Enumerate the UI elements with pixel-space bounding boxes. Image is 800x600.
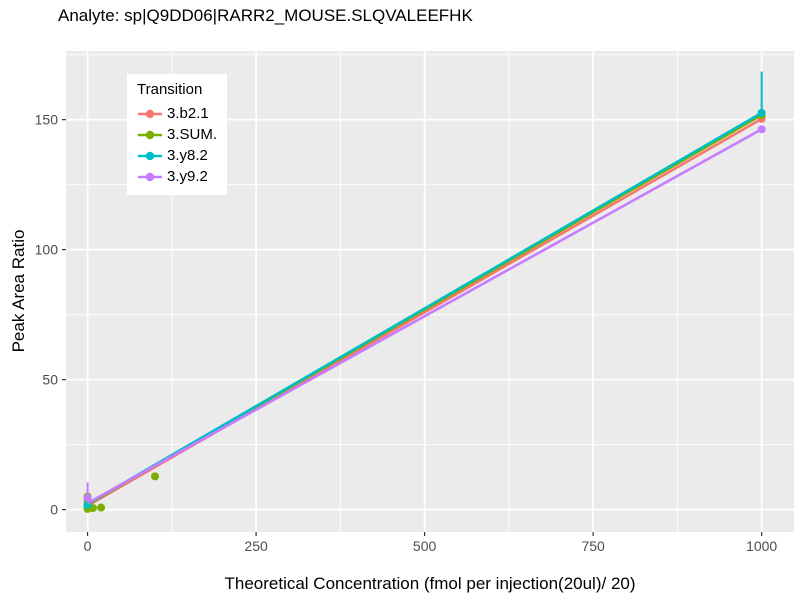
- legend-item-label: 3.y8.2: [167, 147, 208, 164]
- legend-key-icon: [138, 130, 162, 139]
- legend-item: 3.y8.2: [137, 145, 217, 166]
- x-tick-label: 750: [581, 538, 605, 554]
- x-axis-title: Theoretical Concentration (fmol per inje…: [224, 574, 636, 593]
- legend-key-icon: [138, 172, 162, 181]
- series-line-3.y8.2: [86, 111, 763, 506]
- legend: Transition 3.b2.1 3.SUM. 3.y8.2 3.y9.2: [127, 74, 228, 195]
- legend-key-icon: [138, 109, 162, 118]
- x-tick-label: 250: [244, 538, 268, 554]
- legend-item-label: 3.y9.2: [167, 168, 208, 185]
- series-line-3.y9.2: [86, 128, 763, 505]
- legend-item: 3.y9.2: [137, 166, 217, 187]
- y-tick-label: 50: [42, 372, 58, 388]
- x-tick-label: 1000: [746, 538, 777, 554]
- data-point-3.y9.2: [83, 493, 92, 502]
- plot-title: Analyte: sp|Q9DD06|RARR2_MOUSE.SLQVALEEF…: [58, 6, 473, 25]
- data-point-3.y9.2: [757, 125, 766, 134]
- legend-title: Transition: [137, 81, 203, 98]
- legend-item-label: 3.b2.1: [167, 105, 209, 122]
- legend-item: 3.SUM.: [137, 124, 217, 145]
- data-point-3.y8.2: [757, 108, 766, 117]
- legend-item: 3.b2.1: [137, 103, 217, 124]
- x-tick-label: 0: [84, 538, 92, 554]
- data-point-3.SUM.: [97, 503, 106, 512]
- y-tick-label: 150: [35, 112, 59, 128]
- data-point-3.SUM.: [150, 472, 159, 481]
- legend-key-icon: [138, 151, 162, 160]
- x-tick-label: 500: [413, 538, 437, 554]
- legend-item-label: 3.SUM.: [167, 126, 218, 143]
- y-axis-title: Peak Area Ratio: [9, 229, 28, 353]
- legend-items: 3.b2.1 3.SUM. 3.y8.2 3.y9.2: [137, 103, 217, 187]
- y-tick-label: 0: [50, 502, 58, 518]
- y-tick-label: 100: [35, 242, 59, 258]
